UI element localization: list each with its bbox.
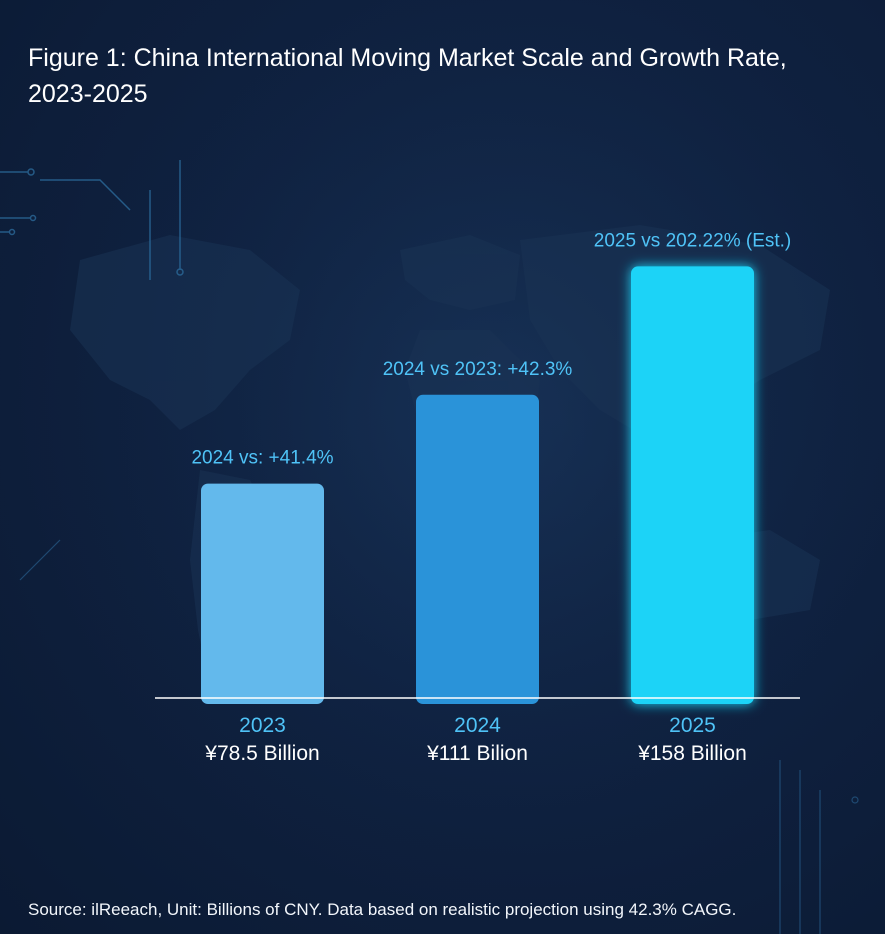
growth-label-2025: 2025 vs 202.22% (Est.) [594,230,792,251]
bar-2023 [201,483,324,704]
bar-2024 [416,394,539,704]
chart-title-line1: Figure 1: China International Moving Mar… [28,44,787,72]
chart-title-line2: 2023-2025 [28,80,148,108]
tick-label-2023: 2023 [239,714,286,737]
growth-label-2024: 2024 vs 2023: +42.3% [383,359,573,380]
bar-2025 [631,266,754,704]
value-label-2025: ¥158 Billion [637,742,747,765]
tick-label-2024: 2024 [454,714,501,737]
value-label-2024: ¥111 Bilion [426,742,528,765]
growth-label-2023: 2024 vs: +41.4% [191,448,333,469]
value-label-2023: ¥78.5 Billion [204,742,319,765]
source-note: Source: ilReeach, Unit: Billions of CNY.… [28,900,737,919]
chart-title: Figure 1: China International Moving Mar… [28,40,848,112]
tick-label-2025: 2025 [669,714,716,737]
